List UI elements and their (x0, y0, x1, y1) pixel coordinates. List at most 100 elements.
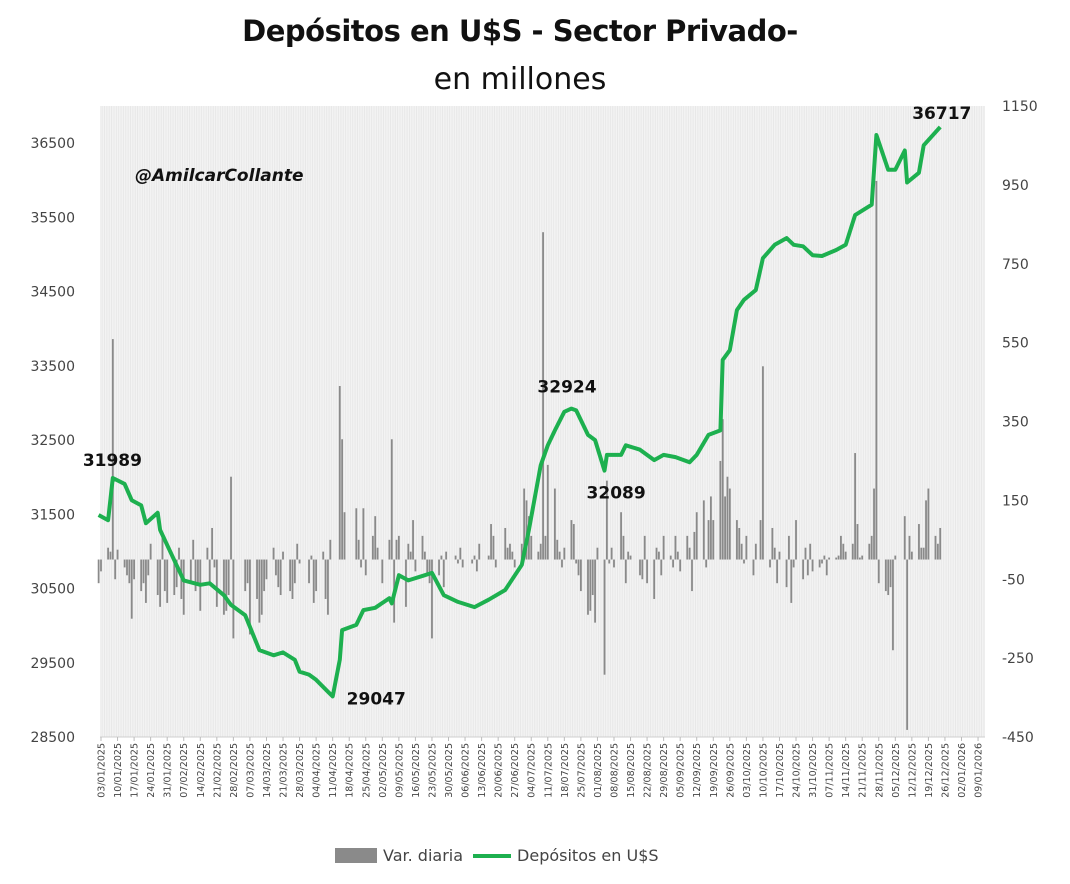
bar-var-diaria (277, 559, 280, 588)
bar-var-diaria (918, 524, 920, 560)
bar-var-diaria (206, 547, 209, 560)
bar-var-diaria (525, 500, 528, 560)
bar-var-diaria (553, 488, 556, 560)
bar-var-diaria (315, 559, 318, 592)
bar-var-diaria (587, 559, 589, 615)
bar-var-diaria (329, 539, 332, 560)
x-axis-tick-label: 09/01/2026 (974, 743, 985, 798)
bar-var-diaria (182, 559, 185, 615)
bar-var-diaria (175, 559, 178, 588)
bar-var-diaria (695, 512, 698, 560)
bar-var-diaria (605, 480, 608, 560)
x-axis-tick-label: 08/08/2025 (609, 743, 620, 798)
bar-var-diaria (707, 520, 710, 560)
bar-var-diaria (374, 516, 377, 560)
data-label: 36717 (912, 104, 971, 124)
bar-var-diaria (674, 535, 677, 560)
bar-var-diaria (596, 547, 599, 560)
bar-var-diaria (537, 551, 540, 560)
left-axis-tick-label: 36500 (30, 136, 75, 152)
bar-var-diaria (910, 551, 913, 560)
bar-var-diaria (736, 520, 738, 560)
bar-var-diaria (296, 543, 299, 560)
bar-var-diaria (130, 559, 133, 619)
bar-var-diaria (322, 551, 325, 560)
x-axis-tick-label: 25/04/2025 (361, 743, 372, 798)
bar-var-diaria (620, 512, 622, 560)
bar-var-diaria (655, 547, 658, 560)
bar-var-diaria (745, 535, 748, 560)
bar-var-diaria (431, 559, 433, 639)
x-axis-tick-label: 20/06/2025 (494, 743, 505, 798)
bar-var-diaria (887, 559, 890, 596)
bar-var-diaria (570, 520, 573, 560)
bar-var-diaria (795, 520, 797, 560)
x-axis-tick-label: 01/08/2025 (593, 743, 604, 798)
bar-var-diaria (818, 559, 821, 568)
x-axis-tick-label: 14/11/2025 (841, 743, 852, 798)
x-axis-tick-label: 07/02/2025 (179, 743, 190, 798)
bar-var-diaria (724, 496, 726, 560)
bar-var-diaria (471, 559, 474, 564)
legend-label-depositos: Depósitos en U$S (517, 846, 659, 865)
bar-var-diaria (686, 535, 689, 560)
bar-var-diaria (116, 549, 119, 560)
x-axis-tick-label: 12/12/2025 (907, 743, 918, 798)
x-axis-tick-label: 07/11/2025 (825, 743, 836, 798)
bar-var-diaria (409, 551, 412, 560)
bar-var-diaria (428, 559, 431, 584)
bar-var-diaria (192, 539, 195, 560)
x-axis-tick-label: 07/03/2025 (245, 743, 256, 798)
bar-var-diaria (591, 559, 594, 596)
bar-var-diaria (693, 531, 696, 560)
line-depositos (97, 125, 942, 699)
bar-var-diaria (440, 555, 443, 560)
bar-var-diaria (752, 559, 755, 576)
bar-var-diaria (669, 555, 672, 560)
bar-var-diaria (740, 543, 743, 560)
bar-var-diaria (688, 547, 691, 560)
bar-var-diaria (388, 539, 391, 560)
right-axis-tick-label: -450 (1002, 730, 1034, 746)
bar-var-diaria (189, 559, 192, 584)
bar-var-diaria (542, 232, 544, 560)
data-label: 32924 (537, 378, 596, 398)
bar-var-diaria (461, 559, 464, 568)
bar-var-diaria (662, 535, 665, 560)
bar-var-diaria (109, 551, 112, 560)
bar-var-diaria (407, 543, 410, 560)
x-axis-tick-label: 29/08/2025 (659, 743, 670, 798)
bar-var-diaria (589, 559, 592, 611)
bar-var-diaria (289, 559, 292, 592)
bar-var-diaria (856, 524, 859, 560)
bar-var-diaria (712, 520, 715, 560)
bar-var-diaria (364, 559, 367, 576)
bar-var-diaria (147, 559, 150, 576)
bar-var-diaria (298, 559, 301, 564)
bar-var-diaria (163, 559, 166, 592)
right-axis-tick-label: -50 (1002, 572, 1025, 588)
bar-var-diaria (492, 535, 495, 560)
x-axis-tick-label: 03/01/2025 (97, 743, 108, 798)
bar-var-diaria (390, 439, 393, 560)
x-axis-tick-label: 13/06/2025 (477, 743, 488, 798)
left-axis-tick-label: 32500 (30, 433, 75, 449)
bar-var-diaria (149, 543, 152, 560)
bar-var-diaria (161, 535, 164, 560)
x-axis-tick-label: 09/05/2025 (394, 743, 405, 798)
x-axis-tick-label: 30/05/2025 (444, 743, 455, 798)
bar-var-diaria (360, 559, 362, 568)
bar-var-diaria (256, 559, 258, 599)
bar-var-diaria (854, 453, 857, 560)
x-axis-tick-label: 05/12/2025 (891, 743, 902, 798)
left-axis-tick-label: 31500 (30, 507, 75, 523)
bar-var-diaria (178, 547, 180, 560)
bar-var-diaria (790, 559, 793, 603)
bar-var-diaria (934, 535, 937, 560)
x-axis-tick-label: 11/07/2025 (543, 743, 554, 798)
bar-var-diaria (802, 559, 805, 580)
x-axis-tick-label: 26/09/2025 (725, 743, 736, 798)
left-axis-tick-label: 30500 (30, 582, 75, 598)
bar-var-diaria (691, 559, 693, 592)
bar-var-diaria (646, 559, 648, 584)
